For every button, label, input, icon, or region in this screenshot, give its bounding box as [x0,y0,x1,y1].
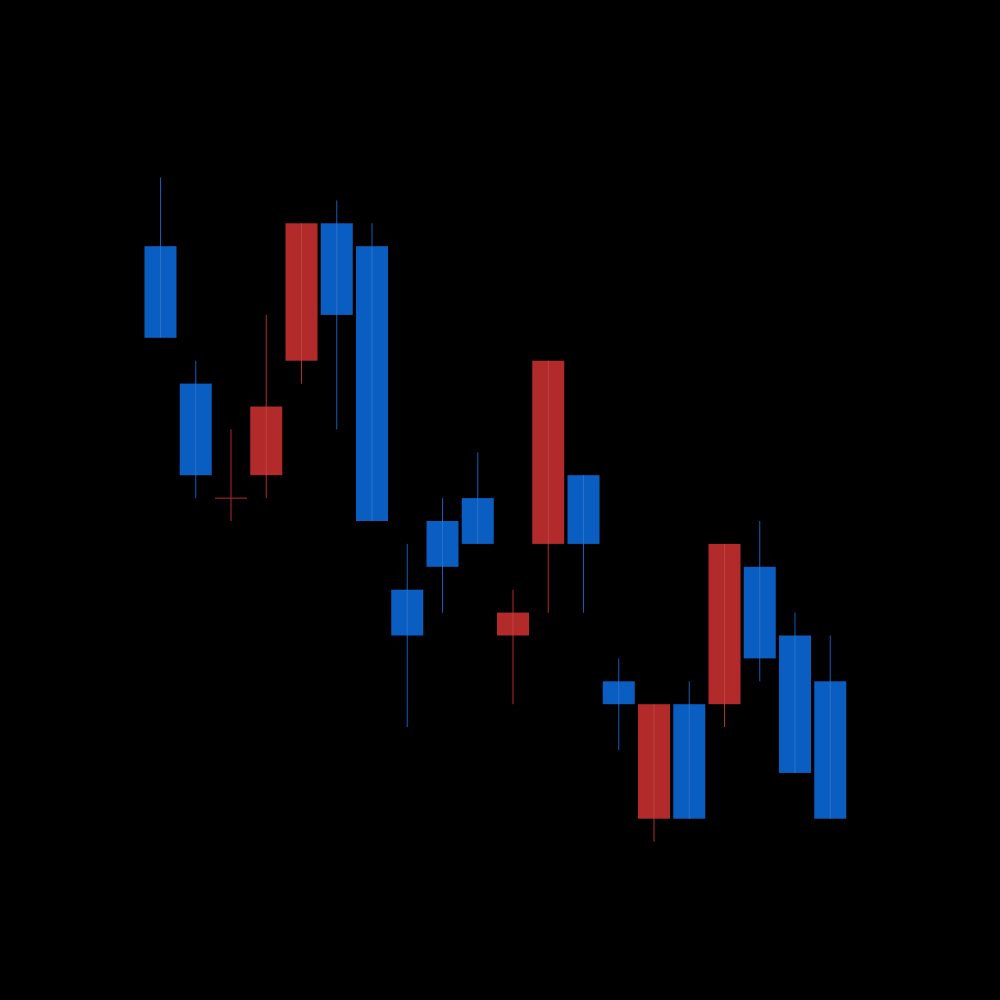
candle-body [673,704,706,819]
candle-body [743,566,776,659]
candle [250,314,283,499]
candle-body [567,475,600,544]
candle-body [356,246,388,521]
candle-body [391,589,424,636]
candle [743,521,776,682]
candle-body [497,612,529,636]
candle [426,498,459,613]
candle [215,429,247,521]
candle-body [320,223,353,315]
candle [461,452,494,544]
candle-body [602,681,635,705]
candle-body [708,543,741,705]
candle-body [426,521,459,567]
candle-body [461,498,494,544]
candle [532,360,565,613]
candle [638,704,670,842]
candle [285,223,318,384]
candle [779,612,811,773]
candle [673,681,706,819]
candle [391,543,424,728]
candle-body [779,635,811,773]
candle [356,223,388,521]
candle [179,360,212,499]
candle-body [814,681,847,819]
candle [144,177,177,338]
candle-body [285,223,318,361]
candle-body [638,704,670,819]
candle [602,658,635,750]
candle-body [179,383,212,476]
candle [497,589,529,705]
candle [708,543,741,728]
candle-body [532,360,565,544]
candle [814,635,847,819]
candle-body [144,246,177,338]
candle-body [250,406,283,476]
candle [320,200,353,430]
candle [567,475,600,613]
